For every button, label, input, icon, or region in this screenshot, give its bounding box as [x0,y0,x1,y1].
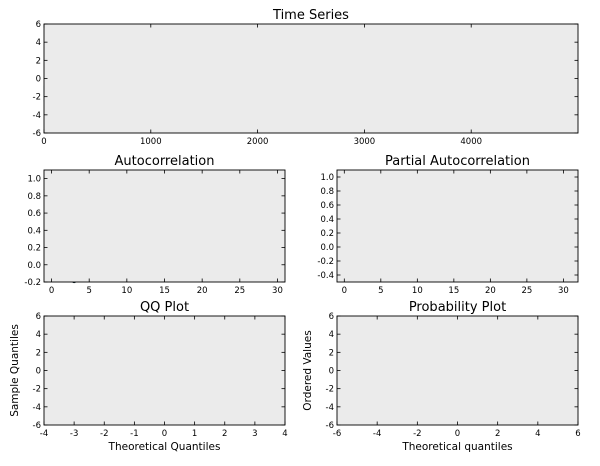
y-tick-label: 6 [36,20,41,30]
y-tick-label: 0.4 [27,226,41,236]
y-tick-label: 0.2 [320,229,334,239]
x-tick-label: 2 [222,429,227,439]
y-tick-label: 2 [36,348,41,358]
y-tick-label: 0.2 [27,244,41,254]
y-tick-label: -4 [33,111,41,121]
x-tick-label: 5 [378,286,383,296]
y-tick-label: -0.4 [317,271,334,281]
y-tick-label: -0.2 [317,257,334,267]
x-tick-label: 2 [495,429,500,439]
y-tick-label: 2 [36,56,41,66]
x-tick-label: 0 [342,286,347,296]
time-series-panel: 0 1000 2000 3000 4000 -6 -4 -2 0 2 4 6 Time Series [33,8,579,147]
x-tick-label: 0 [41,137,46,147]
axes-frame [336,315,579,426]
y-tick-label: -2 [33,93,41,103]
x-tick-label: 4 [282,429,287,439]
y-tick-label: 0.8 [27,192,41,202]
axes-frame [336,169,579,283]
chart-title: QQ Plot [140,300,189,315]
x-tick-label: 15 [159,286,170,296]
x-tick-label: 3 [252,429,257,439]
y-tick-label: 0 [329,367,334,377]
x-tick-label: -2 [413,429,421,439]
x-tick-label: -6 [333,429,341,439]
axes-frame [43,23,579,134]
y-tick-label: -4 [326,403,334,413]
x-tick-label: 0 [455,429,460,439]
partial-autocorrelation-panel: 0 5 10 15 20 25 30 -0.4 -0.2 0.0 0.2 0.4 0.6 0.8 1.0 Pa… [317,154,579,296]
x-tick-label: 6 [575,429,580,439]
probability-plot-panel: -6 -4 -2 0 2 4 6 -6 -4 -2 0 2 4 6 Probability Plot Theo… [302,300,581,453]
x-tick-label: 10 [412,286,423,296]
x-tick-label: 0 [162,429,167,439]
x-axis-label: Theoretical quantiles [401,441,512,453]
x-tick-label: -4 [40,429,48,439]
x-tick-label: 5 [86,286,91,296]
y-axis-label: Ordered Values [302,330,314,410]
y-tick-label: -6 [326,421,334,431]
x-tick-label: 25 [521,286,532,296]
y-tick-label: 0.0 [27,261,41,271]
axes-frame [43,315,286,426]
autocorrelation-panel: 0 5 10 15 20 25 30 -0.2 0.0 0.2 0.4 0.6 0.8 1.0 Autoco… [24,154,286,296]
x-tick-label: 30 [558,286,569,296]
x-tick-label: 1 [192,429,197,439]
y-tick-label: -2 [33,385,41,395]
y-tick-label: 0.4 [320,215,334,225]
x-tick-label: 10 [121,286,132,296]
y-axis-label: Sample Quantiles [9,324,21,417]
chart-title: Probability Plot [409,300,506,315]
y-tick-label: 1.0 [320,173,334,183]
x-tick-label: -1 [130,429,138,439]
y-tick-label: -0.2 [24,278,41,288]
x-tick-label: 3000 [354,137,376,147]
y-tick-label: 4 [329,330,334,340]
x-tick-label: 0 [49,286,54,296]
x-axis-label: Theoretical Quantiles [108,441,221,453]
x-tick-label: 4 [535,429,540,439]
y-tick-label: -6 [33,129,41,139]
x-tick-label: 2000 [247,137,269,147]
x-tick-label: 4000 [460,137,482,147]
y-tick-label: -6 [33,421,41,431]
y-tick-label: 0 [36,75,41,85]
y-tick-label: 6 [36,312,41,322]
x-tick-label: 1000 [140,137,162,147]
y-tick-label: 4 [36,38,41,48]
y-tick-label: -4 [33,403,41,413]
x-tick-label: -3 [70,429,78,439]
y-tick-label: 0.0 [320,243,334,253]
y-tick-label: 0.8 [320,187,334,197]
y-tick-label: 1.0 [27,175,41,185]
x-tick-label: 20 [197,286,208,296]
x-tick-label: 25 [234,286,245,296]
x-tick-label: 30 [272,286,283,296]
y-tick-label: 4 [36,330,41,340]
chart-title: Autocorrelation [115,154,215,169]
axes-frame [43,169,286,283]
y-tick-label: 0.6 [27,209,41,219]
chart-title: Partial Autocorrelation [385,154,530,169]
x-tick-label: -4 [373,429,381,439]
x-tick-label: -2 [100,429,108,439]
x-tick-label: 15 [448,286,459,296]
y-tick-label: 0 [36,367,41,377]
x-tick-label: 20 [485,286,496,296]
y-tick-label: 0.6 [320,201,334,211]
y-tick-label: -2 [326,385,334,395]
y-tick-label: 2 [329,348,334,358]
chart-title: Time Series [272,8,349,23]
y-tick-label: 6 [329,312,334,322]
